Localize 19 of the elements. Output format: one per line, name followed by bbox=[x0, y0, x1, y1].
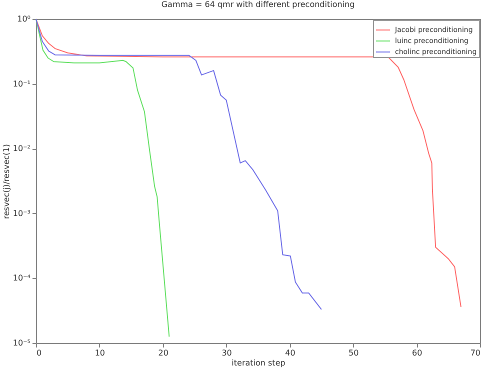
line-series bbox=[36, 18, 322, 310]
x-tick-label: 50 bbox=[348, 348, 359, 358]
chart-title: Gamma = 64 qmr with different preconditioning bbox=[161, 0, 355, 9]
x-tick-label: 40 bbox=[285, 348, 296, 358]
y-tick-label: 10⁻⁵ bbox=[12, 338, 30, 348]
y-tick-label: 10⁰ bbox=[17, 14, 30, 24]
y-tick-label: 10⁻⁴ bbox=[12, 274, 30, 283]
y-tick-label: 10⁻³ bbox=[12, 208, 30, 218]
x-tick-label: 20 bbox=[158, 348, 168, 358]
x-tick-label: 0 bbox=[36, 348, 42, 358]
x-axis-title: iteration step bbox=[232, 358, 286, 368]
x-tick-label: 70 bbox=[470, 348, 480, 358]
line-series bbox=[36, 18, 170, 338]
y-tick-label: 10⁻¹ bbox=[12, 79, 30, 88]
y-tick-label: 10⁻² bbox=[12, 144, 30, 154]
x-tick-label: 10 bbox=[94, 348, 106, 358]
x-tick-label: 60 bbox=[412, 348, 422, 358]
x-tick-label: 30 bbox=[222, 348, 232, 358]
y-axis-title: resvec(j)/resvec(1) bbox=[2, 144, 11, 220]
